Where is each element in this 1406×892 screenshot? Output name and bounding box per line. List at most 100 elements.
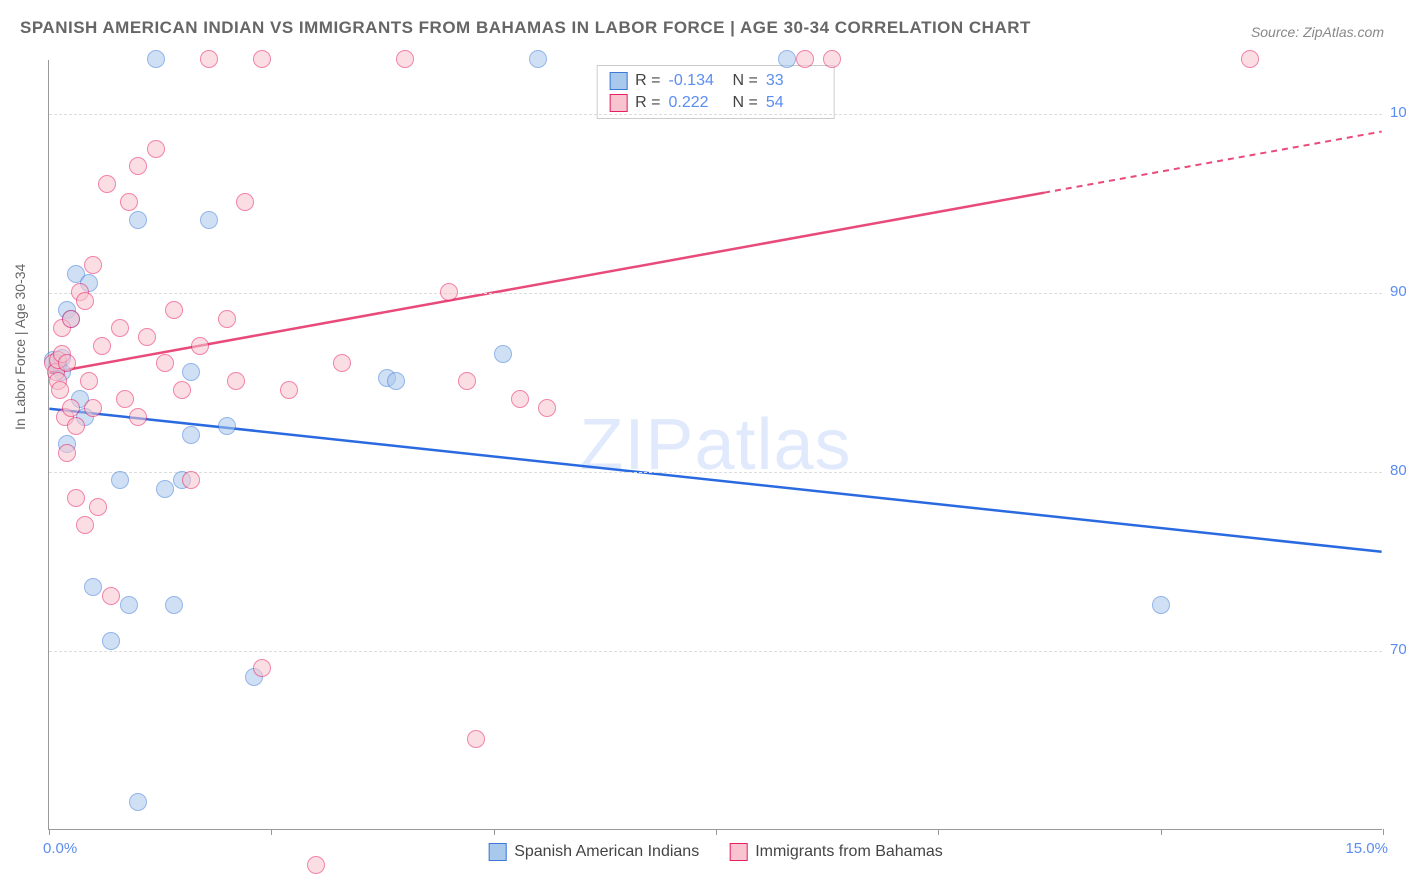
data-point [129, 793, 147, 811]
data-point [111, 319, 129, 337]
stat-r-value: 0.222 [669, 94, 725, 112]
data-point [102, 587, 120, 605]
data-point [200, 211, 218, 229]
xtick [716, 829, 717, 835]
data-point [333, 354, 351, 372]
data-point [89, 498, 107, 516]
data-point [76, 516, 94, 534]
data-point [165, 301, 183, 319]
source-attribution: Source: ZipAtlas.com [1251, 24, 1384, 40]
data-point [80, 372, 98, 390]
data-point [84, 256, 102, 274]
data-point [191, 337, 209, 355]
plot-area: ZIPatlas R = -0.134 N = 33 R = 0.222 N =… [48, 60, 1382, 830]
data-point [58, 354, 76, 372]
xtick [49, 829, 50, 835]
data-point [182, 363, 200, 381]
data-point [120, 596, 138, 614]
xtick-label: 0.0% [43, 840, 77, 857]
data-point [467, 730, 485, 748]
data-point [396, 50, 414, 68]
data-point [76, 292, 94, 310]
data-point [111, 471, 129, 489]
data-point [138, 328, 156, 346]
xtick [1161, 829, 1162, 835]
data-point [458, 372, 476, 390]
data-point [778, 50, 796, 68]
data-point [253, 50, 271, 68]
data-point [120, 193, 138, 211]
data-point [67, 417, 85, 435]
data-point [129, 408, 147, 426]
data-point [218, 417, 236, 435]
stat-r-label: R = [635, 94, 660, 112]
stat-r-label: R = [635, 72, 660, 90]
stats-row: R = -0.134 N = 33 [609, 70, 822, 92]
series-swatch [609, 72, 627, 90]
data-point [129, 157, 147, 175]
data-point [529, 50, 547, 68]
stat-r-value: -0.134 [669, 72, 725, 90]
ytick-label: 70.0% [1390, 641, 1406, 658]
data-point [165, 596, 183, 614]
xtick [938, 829, 939, 835]
data-point [511, 390, 529, 408]
data-point [227, 372, 245, 390]
ytick-label: 80.0% [1390, 462, 1406, 479]
data-point [538, 399, 556, 417]
data-point [823, 50, 841, 68]
ytick-label: 100.0% [1390, 104, 1406, 121]
series-swatch [609, 94, 627, 112]
data-point [218, 310, 236, 328]
gridline [49, 651, 1382, 652]
data-point [102, 632, 120, 650]
data-point [307, 856, 325, 874]
data-point [67, 489, 85, 507]
data-point [147, 140, 165, 158]
data-point [93, 337, 111, 355]
trendlines-layer [49, 60, 1382, 829]
data-point [62, 310, 80, 328]
legend-label: Immigrants from Bahamas [755, 843, 943, 861]
data-point [182, 426, 200, 444]
stat-n-label: N = [733, 94, 758, 112]
data-point [494, 345, 512, 363]
stat-n-value: 33 [766, 72, 822, 90]
xtick [494, 829, 495, 835]
series-swatch [488, 843, 506, 861]
legend-label: Spanish American Indians [514, 843, 699, 861]
series-swatch [729, 843, 747, 861]
data-point [147, 50, 165, 68]
data-point [116, 390, 134, 408]
y-axis-label: In Labor Force | Age 30-34 [12, 264, 28, 430]
data-point [236, 193, 254, 211]
data-point [84, 578, 102, 596]
data-point [200, 50, 218, 68]
data-point [84, 399, 102, 417]
data-point [156, 480, 174, 498]
legend-item: Immigrants from Bahamas [729, 843, 943, 861]
stat-n-label: N = [733, 72, 758, 90]
data-point [51, 381, 69, 399]
stat-n-value: 54 [766, 94, 822, 112]
data-point [796, 50, 814, 68]
data-point [58, 444, 76, 462]
data-point [253, 659, 271, 677]
data-point [98, 175, 116, 193]
data-point [280, 381, 298, 399]
stats-legend-box: R = -0.134 N = 33 R = 0.222 N = 54 [596, 65, 835, 119]
data-point [129, 211, 147, 229]
data-point [387, 372, 405, 390]
data-point [156, 354, 174, 372]
data-point [62, 399, 80, 417]
xtick [1383, 829, 1384, 835]
xtick [271, 829, 272, 835]
gridline [49, 114, 1382, 115]
xtick-label: 15.0% [1345, 840, 1388, 857]
ytick-label: 90.0% [1390, 283, 1406, 300]
gridline [49, 293, 1382, 294]
chart-title: SPANISH AMERICAN INDIAN VS IMMIGRANTS FR… [20, 18, 1031, 38]
data-point [173, 381, 191, 399]
data-point [182, 471, 200, 489]
data-point [440, 283, 458, 301]
